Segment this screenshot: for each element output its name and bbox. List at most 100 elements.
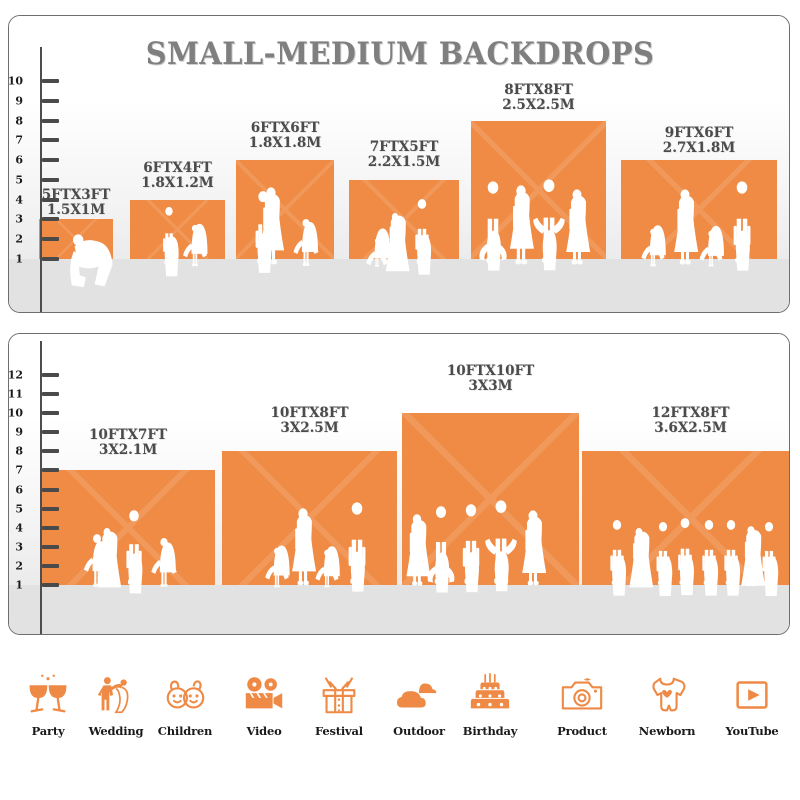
axis-tick-label: 2 xyxy=(15,232,23,246)
bar-size-metric: 2.7X1.8M xyxy=(662,140,736,157)
bar-size-label: 9FTX6FT 2.7X1.8M xyxy=(581,125,789,157)
bar-crosshatch-texture xyxy=(582,451,789,585)
bar-size-label: 7FTX5FT 2.2X1.5M xyxy=(309,139,499,170)
movie-camera-icon xyxy=(216,660,312,718)
use-case-item-newborn[interactable]: Newborn xyxy=(619,660,715,738)
use-case-label: YouTube xyxy=(725,724,779,738)
use-case-item-party[interactable]: Party xyxy=(0,660,96,738)
axis-tick xyxy=(42,257,59,261)
bar-size-metric: 3.6X2.5M xyxy=(654,420,727,437)
use-case-label: Newborn xyxy=(638,724,696,738)
bar-crosshatch-texture xyxy=(349,179,459,259)
y-axis-top-chart: 1 2 3 4 5 6 7 8 9 10 xyxy=(8,16,59,312)
bar-size-metric: 1.5X1M xyxy=(46,202,106,219)
axis-tick xyxy=(42,449,59,454)
axis-tick xyxy=(42,468,59,473)
bar-crosshatch-texture xyxy=(621,160,777,259)
use-case-item-children[interactable]: Children xyxy=(137,660,233,738)
axis-tick-label: 9 xyxy=(15,425,23,439)
axis-tick-label: 5 xyxy=(15,502,23,516)
backdrop-size-bar xyxy=(222,451,397,585)
axis-tick xyxy=(42,79,59,83)
two-kid-faces-icon xyxy=(137,660,233,718)
bar-size-label: 10FTX10FT 3X3M xyxy=(362,363,619,395)
axis-tick-label: 10 xyxy=(8,74,23,88)
bar-crosshatch-texture xyxy=(222,451,397,585)
use-case-label: Party xyxy=(31,724,65,738)
bar-size-label: 10FTX8FT 3X2.5M xyxy=(182,405,437,436)
use-case-item-festival[interactable]: Festival xyxy=(291,660,387,738)
axis-tick xyxy=(42,177,59,182)
axis-tick xyxy=(42,487,59,492)
axis-tick-label: 2 xyxy=(15,559,23,573)
axis-tick xyxy=(42,392,59,397)
wedding-couple-icon xyxy=(68,660,164,718)
bar-crosshatch-texture xyxy=(402,413,579,585)
bar-size-metric: 2.5X2.5M xyxy=(502,97,575,114)
axis-line xyxy=(40,341,42,634)
axis-tick-label: 4 xyxy=(15,193,23,207)
birthday-cake-icon xyxy=(442,660,538,718)
chart-floor xyxy=(9,259,789,312)
bar-size-imperial: 10FTX8FT xyxy=(270,405,349,421)
backdrop-size-bar xyxy=(402,413,579,585)
bar-size-metric: 3X3M xyxy=(468,378,513,395)
backdrop-size-bar xyxy=(582,451,789,585)
bar-size-imperial: 10FTX10FT xyxy=(446,363,535,379)
axis-tick-label: 10 xyxy=(8,406,23,420)
backdrop-size-bar xyxy=(349,179,459,259)
page-title: SMALL-MEDIUM BACKDROPS xyxy=(145,36,655,72)
axis-tick xyxy=(42,237,59,242)
y-axis-bottom-chart: 1 2 3 4 5 6 7 8 9 10 11 12 xyxy=(8,334,59,634)
backdrop-size-bar xyxy=(41,470,215,585)
backdrop-size-bar xyxy=(621,160,777,259)
axis-tick xyxy=(42,411,59,416)
axis-tick xyxy=(42,197,59,202)
use-case-item-youtube[interactable]: YouTube xyxy=(704,660,800,738)
chart-floor-2 xyxy=(9,585,789,634)
camera-icon xyxy=(534,660,630,718)
axis-tick-label: 1 xyxy=(15,578,23,592)
bar-size-metric: 3X2.1M xyxy=(98,442,158,459)
bar-size-label: 10FTX7FT 3X2.1M xyxy=(9,427,255,459)
use-case-label: Product xyxy=(557,724,607,738)
axis-tick-label: 1 xyxy=(15,252,23,266)
bar-size-imperial: 10FTX7FT xyxy=(89,427,167,443)
bar-size-metric: 1.8X1.8M xyxy=(248,135,322,152)
use-case-label: Festival xyxy=(315,724,363,738)
use-case-item-outdoor[interactable]: Outdoor xyxy=(371,660,467,738)
axis-tick-label: 5 xyxy=(15,173,23,187)
use-case-label: Video xyxy=(246,724,282,738)
use-case-item-video[interactable]: Video xyxy=(216,660,312,738)
axis-tick xyxy=(42,217,59,222)
use-case-item-wedding[interactable]: Wedding xyxy=(68,660,164,738)
baby-onesie-icon xyxy=(619,660,715,718)
bar-size-imperial: 6FTX4FT xyxy=(143,160,212,176)
axis-tick xyxy=(42,373,59,377)
axis-tick-label: 6 xyxy=(15,153,23,167)
use-case-item-birthday[interactable]: Birthday xyxy=(442,660,538,738)
axis-tick xyxy=(42,98,59,103)
axis-tick xyxy=(42,138,59,143)
bar-size-imperial: 9FTX6FT xyxy=(664,125,734,141)
axis-tick xyxy=(42,118,59,123)
axis-tick xyxy=(42,506,59,511)
axis-tick-label: 4 xyxy=(15,521,23,535)
bar-size-imperial: 12FTX8FT xyxy=(651,405,730,421)
gift-box-icon xyxy=(291,660,387,718)
axis-tick xyxy=(42,563,59,568)
axis-tick xyxy=(42,158,59,163)
axis-tick xyxy=(42,525,59,530)
use-case-label: Birthday xyxy=(462,724,518,738)
bar-size-imperial: 7FTX5FT xyxy=(369,139,439,155)
axis-tick-label: 9 xyxy=(15,94,23,108)
use-case-item-product[interactable]: Product xyxy=(534,660,630,738)
axis-tick-label: 12 xyxy=(8,368,23,382)
bar-size-label: 6FTX6FT 1.8X1.8M xyxy=(196,120,374,152)
cloud-icon xyxy=(371,660,467,718)
bar-size-metric: 1.8X1.2M xyxy=(141,175,214,192)
bar-size-imperial: 8FTX8FT xyxy=(504,82,573,98)
use-case-label: Children xyxy=(157,724,213,738)
use-case-label: Outdoor xyxy=(393,724,445,738)
axis-tick-label: 3 xyxy=(15,212,23,226)
